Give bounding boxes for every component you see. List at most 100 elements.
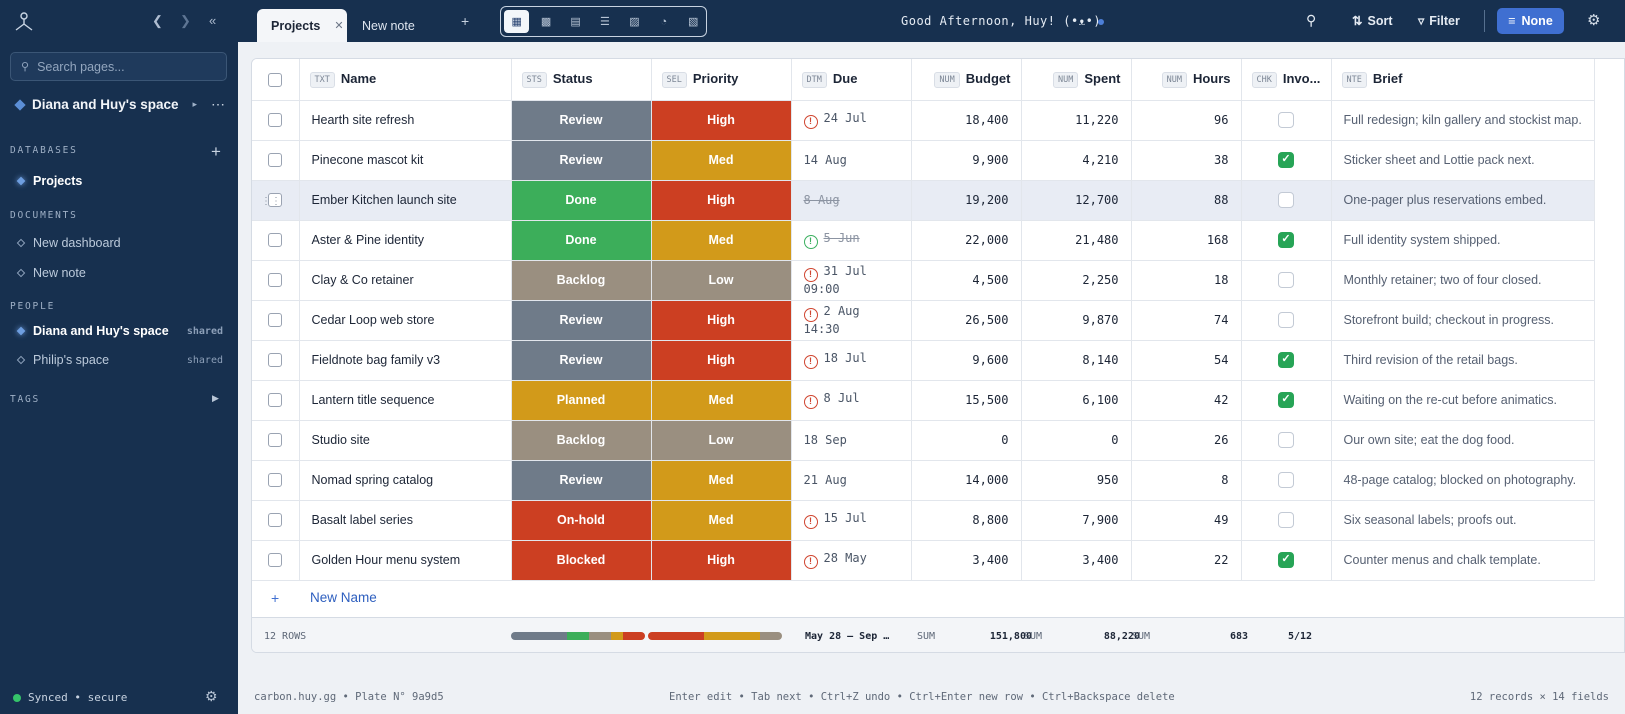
cell-status[interactable]: Review (511, 100, 652, 141)
cell-brief[interactable]: 48-page catalog; blocked on photography. (1331, 460, 1595, 501)
search-icon[interactable]: ⚲ (1306, 12, 1317, 28)
cell-spent[interactable]: 9,870 (1021, 300, 1132, 341)
cell-status[interactable]: Done (511, 220, 652, 261)
cell-brief[interactable]: Counter menus and chalk template. (1331, 540, 1595, 581)
cell-due[interactable]: 18 Sep (791, 420, 912, 461)
settings-gear-icon[interactable]: ⚙ (205, 688, 218, 704)
cell-budget[interactable]: 3,400 (911, 540, 1022, 581)
table-row[interactable]: Studio site Backlog Low 18 Sep 0 0 26 Our own s… (252, 420, 1595, 461)
row-checkbox[interactable] (268, 353, 283, 368)
cell-due[interactable]: 21 Aug (791, 460, 912, 501)
cell-due[interactable]: ! 2 Aug 14:30 (791, 300, 912, 341)
table-row[interactable]: Fieldnote bag family v3 Review High! 18 Jul… (252, 340, 1595, 381)
back-icon[interactable]: ❮ (152, 13, 163, 28)
sidebar-item-diana-huy-space[interactable]: Diana and Huy's space shared (16, 324, 223, 338)
cell-name[interactable]: Basalt label series (299, 500, 512, 541)
cell-status[interactable]: Review (511, 460, 652, 501)
cell-brief[interactable]: Full identity system shipped. (1331, 220, 1595, 261)
select-all-checkbox[interactable] (268, 73, 283, 88)
sidebar-item-projects[interactable]: Projects (16, 174, 223, 188)
cell-brief[interactable]: One-pager plus reservations embed. (1331, 180, 1595, 221)
tab-new-note[interactable]: New note (348, 9, 429, 42)
tab-projects[interactable]: Projects ✕ (257, 9, 347, 42)
cell-priority[interactable]: Med (651, 220, 792, 261)
row-checkbox[interactable] (268, 273, 283, 288)
app-logo-icon[interactable] (13, 11, 35, 33)
row-checkbox[interactable] (268, 513, 283, 528)
cell-hours[interactable]: 26 (1131, 420, 1242, 461)
cell-due[interactable]: ! 24 Jul (791, 100, 912, 141)
column-header-priority[interactable]: SEL Priority (651, 59, 792, 101)
cell-priority[interactable]: Med (651, 460, 792, 501)
table-row[interactable]: Ember Kitchen launch site Done High 8 Aug 19… (252, 180, 1595, 221)
column-header-due[interactable]: DTM Due (791, 59, 912, 101)
cell-budget[interactable]: 19,200 (911, 180, 1022, 221)
list-view-icon[interactable]: ☰ (600, 16, 610, 28)
row-checkbox[interactable] (268, 393, 283, 408)
cell-hours[interactable]: 49 (1131, 500, 1242, 541)
row-checkbox[interactable] (268, 433, 283, 448)
cell-priority[interactable]: Med (651, 500, 792, 541)
cell-brief[interactable]: Third revision of the retail bags. (1331, 340, 1595, 381)
invoiced-checkbox[interactable]: ✓ (1278, 232, 1294, 248)
invoiced-checkbox[interactable] (1278, 432, 1294, 448)
sort-button[interactable]: ⇅ Sort (1352, 13, 1392, 29)
cell-brief[interactable]: Monthly retainer; two of four closed. (1331, 260, 1595, 301)
cell-brief[interactable]: Sticker sheet and Lottie pack next. (1331, 140, 1595, 181)
cell-due[interactable]: ! 31 Jul 09:00 (791, 260, 912, 301)
cell-due[interactable]: ! 5 Jun (791, 220, 912, 261)
cell-name[interactable]: Lantern title sequence (299, 380, 512, 421)
cell-due[interactable]: ! 8 Jul (791, 380, 912, 421)
cell-status[interactable]: Done (511, 180, 652, 221)
table-row[interactable]: Golden Hour menu system Blocked High! 28 Ma… (252, 540, 1595, 581)
row-checkbox[interactable] (268, 233, 283, 248)
cell-name[interactable]: Cedar Loop web store (299, 300, 512, 341)
column-header-budget[interactable]: NUM Budget (911, 59, 1022, 101)
cell-brief[interactable]: Full redesign; kiln gallery and stockist… (1331, 100, 1595, 141)
invoiced-checkbox[interactable]: ✓ (1278, 552, 1294, 568)
cell-hours[interactable]: 22 (1131, 540, 1242, 581)
cell-spent[interactable]: 3,400 (1021, 540, 1132, 581)
cell-budget[interactable]: 9,600 (911, 340, 1022, 381)
cell-budget[interactable]: 26,500 (911, 300, 1022, 341)
search-pages-box[interactable]: ⚲ (10, 52, 227, 81)
cell-status[interactable]: Planned (511, 380, 652, 421)
column-header-brief[interactable]: NTE Brief (1331, 59, 1595, 101)
cell-spent[interactable]: 7,900 (1021, 500, 1132, 541)
column-header-invoiced[interactable]: CHK Invo... (1241, 59, 1332, 101)
cell-priority[interactable]: High (651, 540, 792, 581)
cell-budget[interactable]: 14,000 (911, 460, 1022, 501)
board-view-icon[interactable]: ▤ (570, 16, 581, 28)
cell-due[interactable]: ! 28 May (791, 540, 912, 581)
filter-button[interactable]: ▿ Filter (1418, 13, 1460, 29)
cell-spent[interactable]: 11,220 (1021, 100, 1132, 141)
cell-hours[interactable]: 54 (1131, 340, 1242, 381)
cell-spent[interactable]: 2,250 (1021, 260, 1132, 301)
cell-spent[interactable]: 0 (1021, 420, 1132, 461)
cell-spent[interactable]: 8,140 (1021, 340, 1132, 381)
invoiced-checkbox[interactable]: ✓ (1278, 352, 1294, 368)
collapse-sidebar-icon[interactable]: « (209, 13, 217, 28)
cell-spent[interactable]: 21,480 (1021, 220, 1132, 261)
cell-priority[interactable]: Low (651, 420, 792, 461)
column-header-status[interactable]: STS Status (511, 59, 652, 101)
more-options-icon[interactable]: ⋯ (211, 96, 226, 112)
cell-hours[interactable]: 88 (1131, 180, 1242, 221)
invoiced-checkbox[interactable] (1278, 112, 1294, 128)
invoiced-checkbox[interactable]: ✓ (1278, 152, 1294, 168)
expand-tags-icon[interactable]: ▶ (212, 393, 219, 403)
cell-brief[interactable]: Storefront build; checkout in progress. (1331, 300, 1595, 341)
cell-spent[interactable]: 12,700 (1021, 180, 1132, 221)
cell-budget[interactable]: 9,900 (911, 140, 1022, 181)
cell-status[interactable]: Backlog (511, 260, 652, 301)
invoiced-checkbox[interactable] (1278, 192, 1294, 208)
timeline-view-icon[interactable]: ◔ (660, 15, 668, 28)
cell-budget[interactable]: 22,000 (911, 220, 1022, 261)
cell-name[interactable]: Ember Kitchen launch site (299, 180, 512, 221)
invoiced-checkbox[interactable]: ✓ (1278, 392, 1294, 408)
cell-name[interactable]: Aster & Pine identity (299, 220, 512, 261)
cell-hours[interactable]: 8 (1131, 460, 1242, 501)
cell-hours[interactable]: 96 (1131, 100, 1242, 141)
cell-budget[interactable]: 8,800 (911, 500, 1022, 541)
cell-name[interactable]: Golden Hour menu system (299, 540, 512, 581)
